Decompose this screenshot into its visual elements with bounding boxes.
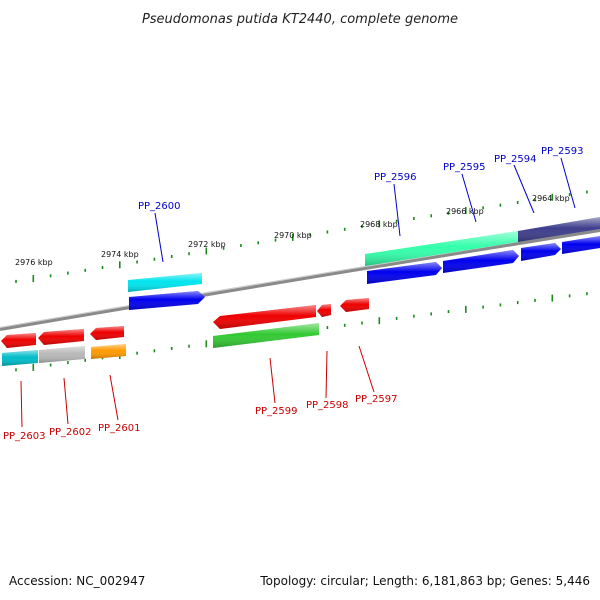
scale-label-2964: 2964 kbp: [532, 194, 570, 203]
leader-PP_2596: [393, 183, 401, 237]
label-PP_2599: PP_2599: [255, 406, 298, 417]
leader-PP_2595: [461, 173, 477, 223]
label-PP_2602: PP_2602: [49, 427, 92, 438]
label-PP_2603: PP_2603: [3, 431, 46, 442]
gene-PP_2599[interactable]: [213, 305, 316, 329]
gene-PP_2596-track2[interactable]: [367, 262, 442, 284]
label-PP_2597: PP_2597: [355, 394, 398, 405]
scale-label-2974: 2974 kbp: [101, 250, 139, 259]
scale-label-2970: 2970 kbp: [274, 231, 312, 240]
leader-PP_2603: [20, 380, 23, 428]
gene-PP_2594[interactable]: [521, 243, 561, 261]
scale-label-2968: 2968 kbp: [360, 220, 398, 229]
map-title: Pseudomonas putida KT2440, complete geno…: [142, 12, 458, 27]
leader-PP_2600: [154, 212, 164, 263]
leader-PP_2597: [358, 345, 375, 393]
gene-PP_2603[interactable]: [1, 333, 36, 348]
leader-PP_2598: [325, 350, 328, 399]
gene-PP_2603-track2[interactable]: [2, 350, 38, 366]
leader-PP_2601: [109, 374, 119, 421]
gene-PP_2597[interactable]: [340, 298, 369, 312]
scale-label-2976: 2976 kbp: [15, 258, 53, 267]
gene-PP_2593-track2[interactable]: [562, 236, 600, 254]
gene-PP_2596[interactable]: [365, 231, 518, 266]
genome-summary-text: Topology: circular; Length: 6,181,863 bp…: [260, 574, 590, 588]
leader-PP_2594: [513, 164, 535, 214]
gene-PP_2602[interactable]: [38, 329, 84, 345]
label-PP_2594: PP_2594: [494, 154, 537, 165]
leader-PP_2602: [63, 377, 69, 425]
leader-PP_2599: [269, 357, 276, 404]
scale-label-2972: 2972 kbp: [188, 240, 226, 249]
gene-PP_2599-track2[interactable]: [213, 323, 319, 348]
gene-PP_2593[interactable]: [518, 217, 600, 242]
gene-PP_2602-track2[interactable]: [39, 346, 85, 363]
gene-PP_2595[interactable]: [443, 250, 519, 273]
label-PP_2593: PP_2593: [541, 146, 584, 157]
gene-PP_2601[interactable]: [90, 326, 124, 340]
scale-ticks-top: [15, 190, 588, 283]
accession-text: Accession: NC_002947: [9, 574, 146, 588]
gene-PP_2598[interactable]: [317, 304, 331, 317]
scale-label-2966: 2966 kbp: [446, 207, 484, 216]
label-PP_2596: PP_2596: [374, 172, 417, 183]
label-PP_2598: PP_2598: [306, 400, 349, 411]
gene-PP_2600-track2[interactable]: [129, 291, 205, 310]
leader-PP_2593: [560, 157, 576, 209]
genome-backbone: [0, 228, 600, 331]
label-PP_2601: PP_2601: [98, 423, 141, 434]
gene-PP_2600[interactable]: [128, 273, 202, 292]
gene-PP_2601-track2[interactable]: [91, 344, 126, 359]
label-PP_2600: PP_2600: [138, 201, 181, 212]
label-PP_2595: PP_2595: [443, 162, 486, 173]
